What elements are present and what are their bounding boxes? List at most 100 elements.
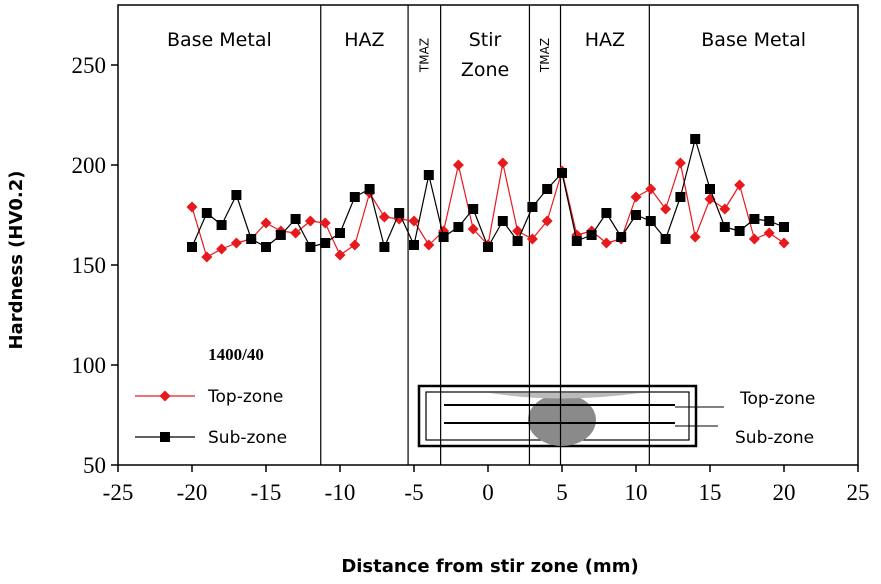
x-tick-label: -10 [325,480,356,505]
data-point [705,184,715,194]
legend-symbol [160,432,170,442]
y-tick-label: 250 [72,53,107,78]
data-point [423,239,435,251]
data-point [409,240,419,250]
data-point [616,232,627,242]
x-tick-label: -15 [251,480,282,505]
data-point [645,216,656,226]
zone-label: Base Metal [167,29,272,51]
legend-marker [160,432,170,442]
data-point [349,192,360,202]
zone-label: HAZ [344,29,384,51]
inset-label: Sub-zone [735,428,814,448]
data-point [526,233,538,245]
data-point [305,242,316,252]
data-point [690,134,701,144]
data-point [231,190,242,200]
data-point [689,231,701,243]
x-tick-label: 10 [625,480,648,505]
x-tick-label: 5 [556,480,568,505]
data-point [586,230,597,240]
data-point [719,203,731,215]
inset: Top-zone Sub-zone [417,384,815,448]
x-tick-label: -20 [177,480,208,505]
data-point [246,234,257,244]
data-point [201,251,213,263]
x-tick-label: -25 [103,480,134,505]
data-point [542,184,553,194]
x-tick-label: -5 [404,480,423,505]
data-point [734,226,745,236]
y-axis-label: Hardness (HV0.2) [6,170,27,349]
data-point [186,201,198,213]
data-point [438,232,449,242]
data-point [379,242,390,252]
legend-marker [159,390,171,402]
x-tick-label: 0 [482,480,494,505]
data-point [541,215,553,227]
data-point [304,215,316,227]
data-point [201,208,212,218]
data-point [764,216,775,226]
data-point [334,249,346,261]
zone-label: Base Metal [701,29,806,51]
data-point [260,217,272,229]
data-point [216,220,227,230]
data-point [557,168,567,178]
data-point [630,191,642,203]
data-point [674,157,686,169]
data-point [497,157,509,169]
data-point [601,208,612,218]
data-point [779,222,789,232]
data-point [734,179,746,191]
data-point [453,222,464,232]
data-point [378,211,390,223]
data-point [187,242,197,252]
data-point [527,202,538,212]
y-tick-label: 50 [83,453,106,478]
data-point [452,159,464,171]
data-point [216,243,228,255]
legend-label: Top-zone [207,387,283,407]
x-axis-label: Distance from stir zone (mm) [341,556,638,577]
data-point [290,214,301,224]
data-point [483,242,493,252]
annotation: 1400/40 [208,345,264,364]
inset-frame [417,384,698,448]
legend-label: Sub-zone [208,428,287,448]
data-point [645,183,657,195]
zone-label: Stir [469,29,502,51]
inset-shoulder [490,393,640,399]
data-point [512,236,523,246]
data-point [748,233,760,245]
data-point [408,215,420,227]
data-point [660,234,671,244]
data-point [497,216,508,226]
data-point [675,192,686,202]
data-point [719,222,730,232]
y-tick-label: 100 [72,353,107,378]
inset-label: Top-zone [739,389,815,409]
data-point [230,237,242,249]
series [187,134,789,252]
zone-label: Zone [461,59,509,81]
inset-nugget [528,394,596,446]
data-point [467,223,479,235]
data-point [660,203,672,215]
y-tick-label: 200 [72,153,107,178]
data-point [600,237,612,249]
x-tick-label: 20 [773,480,796,505]
x-tick-label: 15 [699,480,722,505]
data-point [275,230,286,240]
data-point [261,242,271,252]
data-point [423,170,434,180]
zone-label: TMAZ [417,38,431,73]
data-point [320,238,331,248]
data-point [778,237,790,249]
y-tick-label: 150 [72,253,107,278]
data-point [335,228,345,238]
data-point [571,236,582,246]
data-point [349,239,361,251]
zone-label: HAZ [585,29,625,51]
